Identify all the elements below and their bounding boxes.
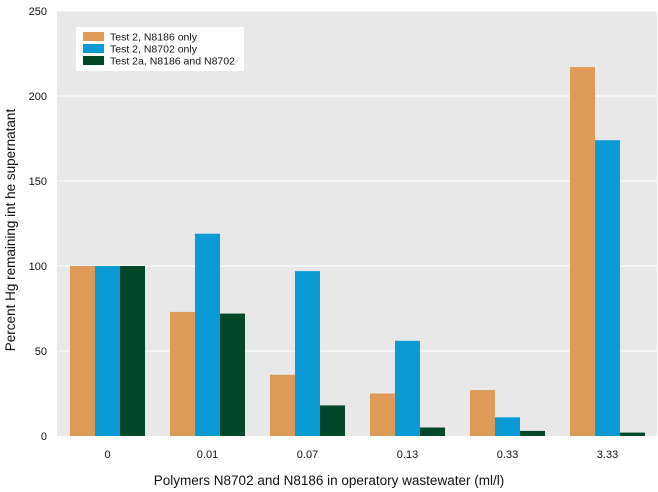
bar [220, 313, 245, 436]
legend-swatch [83, 44, 104, 53]
bar [70, 266, 95, 436]
bar [395, 340, 420, 436]
bar [595, 140, 620, 436]
y-tick-label: 50 [35, 346, 47, 358]
x-axis-title: Polymers N8702 and N8186 in operatory wa… [154, 473, 504, 488]
bar [295, 271, 320, 436]
y-tick-label: 0 [41, 431, 47, 443]
bar [170, 311, 195, 436]
gridlines [57, 10, 657, 352]
y-tick-label: 200 [29, 91, 47, 103]
bar [270, 374, 295, 436]
bar [195, 233, 220, 436]
bars [70, 67, 645, 436]
x-tick-labels: 0 0.01 0.07 0.13 0.33 3.33 [104, 449, 618, 461]
y-axis-title: Percent Hg remaining int he supernatant [3, 109, 18, 352]
x-tick-label: 0.07 [297, 449, 318, 461]
bar [370, 393, 395, 436]
plot-background [57, 11, 657, 436]
y-tick-label: 100 [29, 261, 47, 273]
legend-label: Test 2, N8702 only [110, 44, 198, 56]
bar [95, 266, 120, 436]
bar [120, 266, 145, 436]
bar [320, 405, 345, 436]
plot-area [57, 11, 657, 436]
bar [620, 432, 645, 436]
x-tick-label: 0.13 [397, 449, 418, 461]
x-tick-label: 3.33 [597, 449, 618, 461]
x-axis-title-main: Polymers N8702 and N8186 in operatory wa… [154, 473, 471, 488]
y-tick-labels: 0 50 100 150 200 250 [29, 6, 47, 443]
bar [495, 417, 520, 436]
bar [420, 427, 445, 436]
bar [520, 430, 545, 436]
legend-label: Test 2a, N8186 and N8702 [110, 56, 235, 68]
y-tick-label: 150 [29, 176, 47, 188]
x-axis-title-unit: (ml/l) [474, 473, 504, 488]
y-tick-label: 250 [29, 6, 47, 18]
legend-label: Test 2, N8186 only [110, 32, 198, 44]
legend-swatch [83, 56, 104, 65]
x-tick-label: 0 [104, 449, 110, 461]
bar [470, 390, 495, 436]
x-tick-label: 0.33 [497, 449, 518, 461]
legend-swatch [83, 32, 104, 41]
x-tick-label: 0.01 [197, 449, 218, 461]
bar [570, 67, 595, 436]
